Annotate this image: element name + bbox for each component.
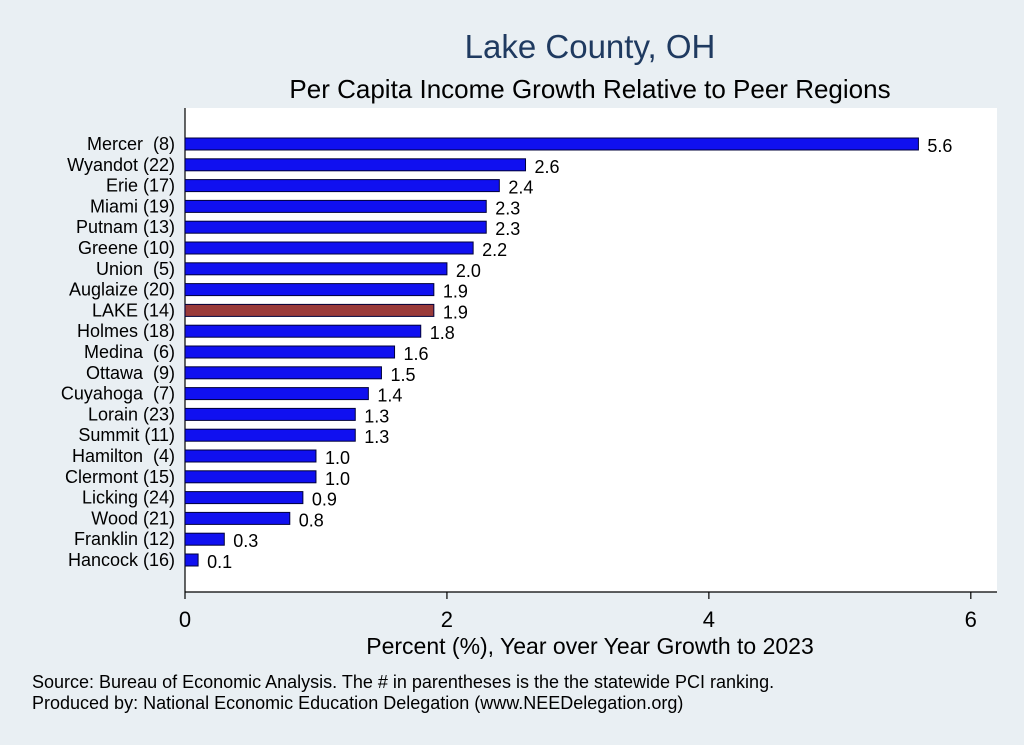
- value-label: 1.9: [443, 302, 468, 322]
- category-label: Holmes (18): [77, 321, 175, 341]
- bar-highlight: [184, 303, 435, 317]
- bar: [184, 324, 422, 338]
- bar: [184, 283, 435, 297]
- category-label: Miami (19): [90, 196, 175, 216]
- x-tick-label: 2: [441, 607, 453, 632]
- value-label: 1.9: [443, 282, 468, 302]
- bar: [184, 241, 474, 255]
- value-label: 0.8: [299, 510, 324, 530]
- value-label: 2.3: [495, 198, 520, 218]
- bar: [184, 491, 304, 505]
- category-label: Medina (6): [84, 342, 175, 362]
- value-label: 2.4: [508, 178, 533, 198]
- value-labels-group: 5.62.62.42.32.32.22.01.91.91.81.61.51.41…: [207, 136, 952, 572]
- category-label: Cuyahoga (7): [61, 384, 175, 404]
- category-label: Wood (21): [91, 508, 175, 528]
- value-label: 1.8: [430, 323, 455, 343]
- category-label: Hancock (16): [68, 550, 175, 570]
- category-labels-group: Mercer (8)Wyandot (22)Erie (17)Miami (19…: [61, 134, 175, 570]
- category-label: Summit (11): [78, 425, 175, 445]
- bar: [184, 220, 487, 234]
- bar: [184, 449, 317, 463]
- x-ticks-group: 0 2 4 6: [179, 592, 977, 632]
- bar: [184, 428, 356, 442]
- value-label: 1.3: [364, 427, 389, 447]
- x-tick-label: 0: [179, 607, 191, 632]
- value-label: 1.6: [404, 344, 429, 364]
- category-label: Putnam (13): [76, 217, 175, 237]
- category-label: Wyandot (22): [67, 155, 175, 175]
- bar: [184, 262, 448, 276]
- category-label: Licking (24): [82, 488, 175, 508]
- category-label: LAKE (14): [92, 300, 175, 320]
- category-label: Mercer (8): [87, 134, 175, 154]
- bar: [184, 387, 369, 401]
- chart-subtitle: Per Capita Income Growth Relative to Pee…: [289, 74, 890, 104]
- category-label: Union (5): [96, 259, 175, 279]
- value-label: 1.0: [325, 448, 350, 468]
- category-label: Ottawa (9): [86, 363, 175, 383]
- bar: [184, 199, 487, 213]
- x-axis-label: Percent (%), Year over Year Growth to 20…: [366, 633, 814, 659]
- bar: [184, 470, 317, 484]
- category-label: Lorain (23): [88, 404, 175, 424]
- bar: [184, 137, 919, 151]
- bar: [184, 345, 396, 359]
- bar: [184, 158, 527, 172]
- bar: [184, 179, 500, 193]
- category-label: Greene (10): [78, 238, 175, 258]
- bars-group: [184, 137, 919, 567]
- bar: [184, 407, 356, 421]
- chart-title: Lake County, OH: [465, 28, 716, 65]
- value-label: 0.3: [233, 531, 258, 551]
- x-tick-label: 4: [703, 607, 715, 632]
- category-label: Hamilton (4): [72, 446, 175, 466]
- category-label: Clermont (15): [65, 467, 175, 487]
- bar: [184, 511, 291, 525]
- category-label: Franklin (12): [74, 529, 175, 549]
- value-label: 2.3: [495, 219, 520, 239]
- source-note: Source: Bureau of Economic Analysis. The…: [32, 672, 774, 692]
- category-label: Erie (17): [106, 176, 175, 196]
- value-label: 1.4: [377, 386, 402, 406]
- category-label: Auglaize (20): [69, 280, 175, 300]
- value-label: 1.5: [390, 365, 415, 385]
- bar: [184, 553, 199, 567]
- value-label: 2.2: [482, 240, 507, 260]
- value-label: 2.0: [456, 261, 481, 281]
- value-label: 0.9: [312, 490, 337, 510]
- value-label: 0.1: [207, 552, 232, 572]
- bar: [184, 366, 382, 380]
- x-tick-label: 6: [965, 607, 977, 632]
- value-label: 1.0: [325, 469, 350, 489]
- value-label: 2.6: [535, 157, 560, 177]
- value-label: 1.3: [364, 406, 389, 426]
- bar: [184, 532, 225, 546]
- produced-by-note: Produced by: National Economic Education…: [32, 693, 683, 713]
- value-label: 5.6: [927, 136, 952, 156]
